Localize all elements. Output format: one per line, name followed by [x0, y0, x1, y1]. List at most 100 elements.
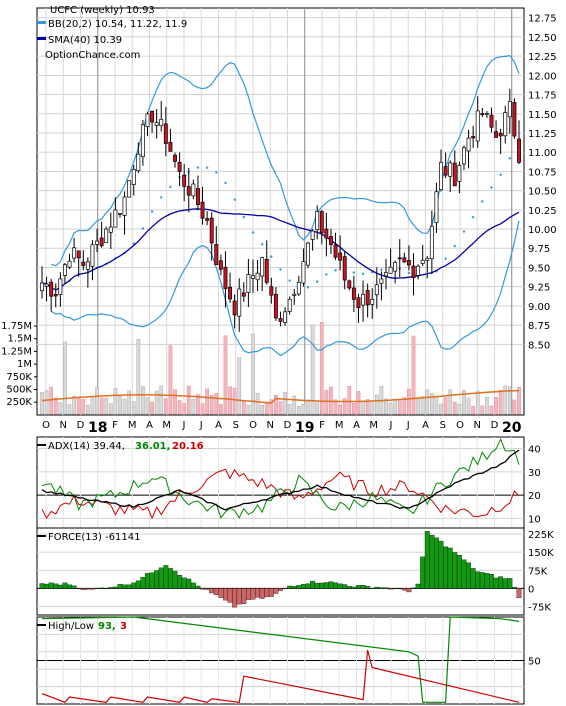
force-bar — [259, 588, 265, 599]
highlow-tick-label: 50 — [528, 657, 541, 668]
candle-body — [168, 142, 173, 152]
bb-middle-dot — [233, 198, 236, 201]
force-bar — [85, 588, 91, 590]
low-line — [41, 649, 520, 704]
candle-body — [439, 162, 443, 191]
force-bar — [149, 572, 155, 589]
candle-body — [384, 272, 388, 277]
candle-body — [140, 124, 145, 158]
candle-body — [127, 180, 132, 198]
adx-line — [41, 449, 520, 511]
volume-bar — [241, 400, 246, 415]
time-tick-label: D — [491, 420, 499, 431]
candle-body — [420, 259, 425, 264]
volume-bar — [232, 387, 237, 415]
price-tick-label: 11.75 — [528, 91, 557, 102]
volume-bar — [67, 404, 72, 415]
candle-body — [328, 236, 333, 245]
time-tick-label: N — [60, 420, 67, 431]
candle-body — [310, 230, 315, 240]
candle-body — [287, 298, 292, 312]
candle-body — [131, 169, 136, 186]
force-bar — [53, 583, 59, 589]
candle-body — [324, 228, 329, 239]
candle-body — [173, 154, 177, 162]
candle-body — [99, 237, 104, 247]
bb-middle-dot — [215, 171, 218, 174]
bb-middle-dot — [169, 185, 172, 189]
time-tick-label: M — [335, 420, 344, 431]
volume-bar — [173, 389, 177, 415]
force-bar — [346, 586, 352, 589]
bb-middle-dot — [334, 269, 337, 272]
force-bar — [314, 582, 320, 589]
force-bar — [433, 537, 439, 589]
force-bar — [516, 588, 522, 598]
force-bar — [90, 588, 95, 590]
volume-bar — [99, 397, 104, 415]
force-bar — [140, 576, 146, 589]
price-tick-label: 11.25 — [528, 129, 557, 140]
candle-body — [379, 278, 384, 284]
force-bar — [452, 552, 458, 589]
candle-body — [246, 274, 251, 293]
volume-bar — [145, 397, 150, 415]
highlow-legend-swatch — [37, 624, 46, 626]
time-tick-label: A — [353, 420, 360, 431]
volume-bar — [356, 391, 361, 415]
time-tick-label: M — [162, 420, 171, 431]
candle-body — [466, 137, 471, 152]
candle-body — [301, 261, 306, 284]
bb-middle-dot — [196, 166, 200, 169]
force-tick-label: 75K — [528, 566, 548, 577]
candle-body — [494, 131, 499, 138]
candle-body — [191, 183, 196, 197]
price-tick-label: 11.00 — [528, 148, 557, 159]
price-tick-label: 8.75 — [528, 321, 550, 332]
candle-body — [517, 138, 521, 163]
bb-middle-dot — [205, 166, 209, 169]
force-bar — [195, 585, 201, 589]
force-bar — [186, 578, 192, 589]
time-tick-label: O — [42, 420, 50, 431]
force-bar — [103, 588, 109, 590]
volume-bar — [127, 390, 131, 415]
bb-middle-dot — [224, 181, 227, 185]
force-bar — [227, 588, 233, 603]
candle-body — [159, 118, 164, 127]
bb-middle-dot — [270, 255, 273, 258]
force-bar — [323, 582, 329, 589]
force-bar — [484, 573, 490, 589]
force-bar — [392, 588, 398, 590]
candle-body — [429, 225, 434, 260]
force-bar — [287, 585, 293, 589]
force-bar — [122, 584, 128, 589]
force-bar — [470, 568, 476, 589]
candle-body — [365, 290, 370, 306]
candle-body — [72, 247, 77, 259]
candle-body — [228, 286, 233, 300]
force-bar — [498, 576, 504, 589]
volume-bar — [452, 401, 457, 415]
bb-middle-dot — [288, 279, 291, 282]
force-bar — [223, 588, 228, 601]
candle-body — [95, 240, 99, 245]
force-bar — [319, 582, 325, 589]
bb-lower-band — [50, 220, 520, 357]
volume-bar — [246, 404, 251, 415]
force-bar — [67, 584, 72, 589]
volume-bar — [439, 403, 443, 415]
adx-legend-swatch — [37, 444, 46, 446]
force-bar — [369, 588, 375, 589]
high-low-panel: 50 — [36, 616, 541, 705]
volume-bar — [168, 345, 173, 415]
candle-body — [471, 136, 476, 139]
volume-bar — [306, 399, 310, 415]
plus-di-legend: 36.01, — [135, 441, 170, 452]
time-tick-label: J — [389, 420, 393, 431]
volume-bar — [287, 404, 292, 415]
candle-body — [448, 162, 453, 177]
candle-body — [214, 244, 219, 266]
minus-di-line — [41, 468, 520, 520]
volume-bar — [53, 397, 58, 415]
